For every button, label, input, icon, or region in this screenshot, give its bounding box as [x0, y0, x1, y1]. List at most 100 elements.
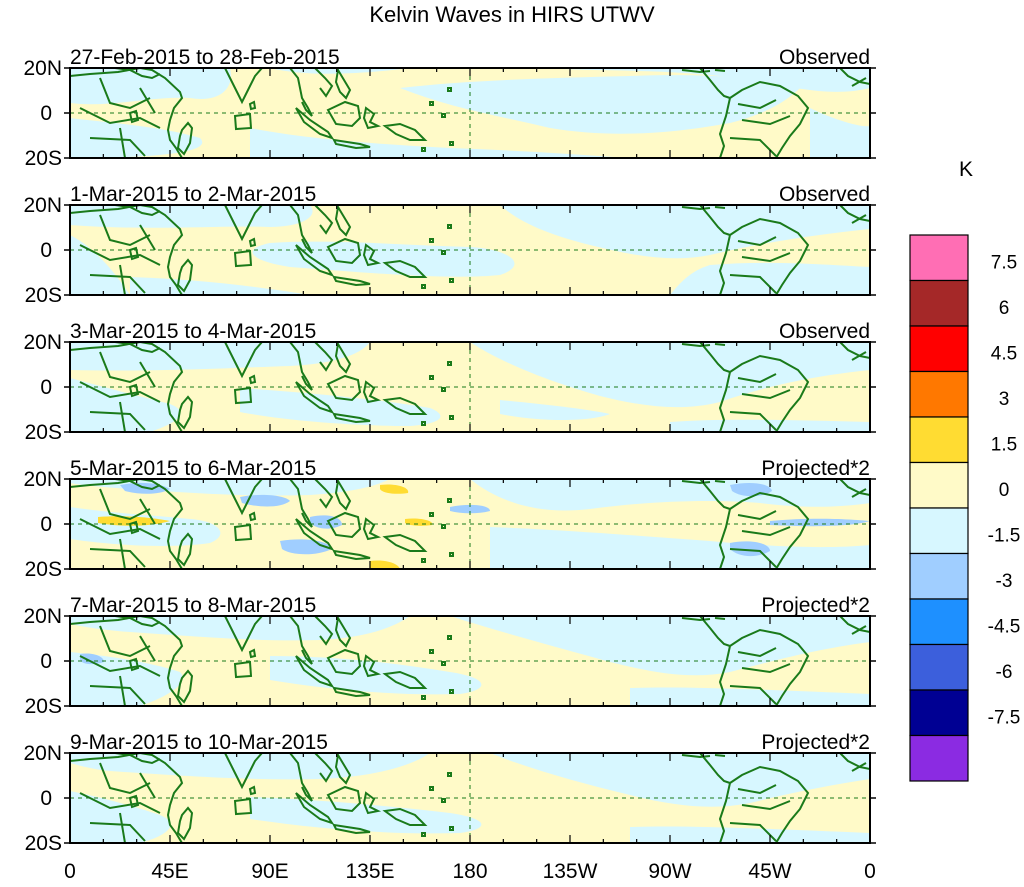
field-contour: [490, 753, 870, 807]
field-contour: [540, 68, 870, 92]
x-tick-label: 135E: [345, 860, 394, 883]
field-contour: [810, 108, 870, 158]
y-tick-label: 20N: [23, 331, 62, 354]
map-field: [69, 615, 871, 707]
y-tick-label: 20N: [23, 605, 62, 628]
field-contour: [70, 235, 130, 295]
colorbar-swatch: [909, 370, 969, 418]
y-tick-label: 20N: [23, 742, 62, 765]
y-tick-label: 20N: [23, 468, 62, 491]
map-field: [69, 341, 871, 433]
panel-date-label: 9-Mar-2015 to 10-Mar-2015: [70, 731, 328, 754]
panel-kind-label: Projected*2: [761, 731, 870, 754]
panel-kind-label: Projected*2: [761, 457, 870, 480]
field-contour: [70, 68, 231, 105]
colorbar-label: 4.5: [991, 344, 1017, 365]
colorbar-swatch: [909, 643, 969, 691]
colorbar-swatch: [909, 325, 969, 373]
field-contour: [70, 616, 410, 641]
field-contour: [450, 504, 490, 514]
field-contour: [70, 118, 203, 158]
panel-date-label: 27-Feb-2015 to 28-Feb-2015: [70, 46, 340, 69]
colorbar-swatch: [909, 416, 969, 464]
x-tick-label: 0: [64, 860, 76, 883]
map-panel: 7-Mar-2015 to 8-Mar-2015 Projected*2 20N 0 2…: [23, 594, 876, 718]
field-contour: [730, 541, 770, 557]
x-tick-label: 90E: [251, 860, 288, 883]
y-tick-label: 0: [40, 376, 52, 399]
y-tick-label: 0: [40, 239, 52, 262]
field-contour: [630, 687, 870, 706]
field-contour: [500, 205, 870, 259]
y-tick-label: 20N: [23, 194, 62, 217]
map-panel: 3-Mar-2015 to 4-Mar-2015 Observed 20N 0 20S: [23, 320, 876, 444]
y-tick-label: 0: [40, 513, 52, 536]
colorbar-label: 6: [999, 298, 1010, 319]
panel-date-label: 7-Mar-2015 to 8-Mar-2015: [70, 594, 316, 617]
x-tick-label: 90W: [648, 860, 691, 883]
y-tick-label: 20S: [25, 421, 62, 444]
colorbar-swatch: [909, 689, 969, 737]
map-panel: 1-Mar-2015 to 2-Mar-2015 Observed 20N 0 20S: [23, 183, 876, 307]
y-tick-label: 20S: [25, 832, 62, 855]
panel-date-label: 1-Mar-2015 to 2-Mar-2015: [70, 183, 316, 206]
field-contour: [630, 826, 870, 843]
colorbar-label: 0: [999, 480, 1010, 501]
map-field: [69, 204, 871, 296]
map-field: [69, 752, 871, 844]
colorbar-label: -4.5: [988, 617, 1021, 638]
panel-kind-label: Observed: [779, 183, 870, 206]
colorbar-swatch: [909, 234, 969, 282]
field-contour: [70, 205, 313, 228]
colorbar-label: -7.5: [988, 708, 1021, 729]
colorbar-swatch: [909, 461, 969, 509]
field-contour: [380, 484, 409, 494]
map-field: [69, 478, 871, 570]
colorbar-label: 3: [999, 389, 1010, 410]
panel-kind-label: Observed: [779, 46, 870, 69]
field-contour: [400, 75, 800, 134]
map-panel: 9-Mar-2015 to 10-Mar-2015 Projected*2 20N 0…: [23, 731, 876, 855]
colorbar-label: -6: [996, 662, 1013, 683]
panel-kind-label: Observed: [779, 320, 870, 343]
colorbar-swatch: [909, 552, 969, 600]
x-tick-label: 135W: [543, 860, 598, 883]
field-contour: [770, 518, 870, 527]
y-tick-label: 20N: [23, 57, 62, 80]
field-contour: [500, 400, 610, 420]
y-tick-label: 20S: [25, 695, 62, 718]
y-tick-label: 0: [40, 787, 52, 810]
map-panel: 5-Mar-2015 to 6-Mar-2015 Projected*2 20N 0 2…: [23, 457, 876, 581]
field-contour: [240, 494, 290, 507]
map-panel: 27-Feb-2015 to 28-Feb-2015 Observed 20N 0 20…: [23, 46, 876, 170]
colorbar: 7.5 6 4.5 3 1.5 0 -1.5 -3 -4.5 -6 -7.5: [909, 234, 1021, 782]
field-contour: [250, 128, 630, 158]
colorbar-unit: K: [959, 158, 973, 181]
field-contour: [80, 653, 104, 665]
x-tick-label: 45E: [151, 860, 188, 883]
y-tick-label: 0: [40, 102, 52, 125]
colorbar-label: 1.5: [991, 435, 1017, 456]
y-tick-label: 20S: [25, 147, 62, 170]
colorbar-label: -3: [996, 571, 1013, 592]
x-tick-label: 0: [864, 860, 876, 883]
colorbar-label: -1.5: [988, 526, 1021, 547]
x-tick-label: 45W: [748, 860, 791, 883]
field-contour: [370, 560, 400, 569]
field-contour: [270, 68, 410, 74]
y-tick-label: 0: [40, 650, 52, 673]
y-tick-label: 20S: [25, 558, 62, 581]
chart-title: Kelvin Waves in HIRS UTWV: [369, 2, 655, 27]
panel-date-label: 3-Mar-2015 to 4-Mar-2015: [70, 320, 316, 343]
colorbar-swatch: [909, 507, 969, 555]
panel-kind-label: Projected*2: [761, 594, 870, 617]
panel-date-label: 5-Mar-2015 to 6-Mar-2015: [70, 457, 316, 480]
field-contour: [130, 277, 310, 295]
map-field: [69, 67, 871, 159]
colorbar-swatch: [909, 734, 969, 782]
field-contour: [240, 388, 441, 426]
x-tick-label: 180: [452, 860, 487, 883]
colorbar-swatch: [909, 279, 969, 327]
colorbar-label: 7.5: [991, 253, 1017, 274]
field-contour: [490, 527, 870, 569]
